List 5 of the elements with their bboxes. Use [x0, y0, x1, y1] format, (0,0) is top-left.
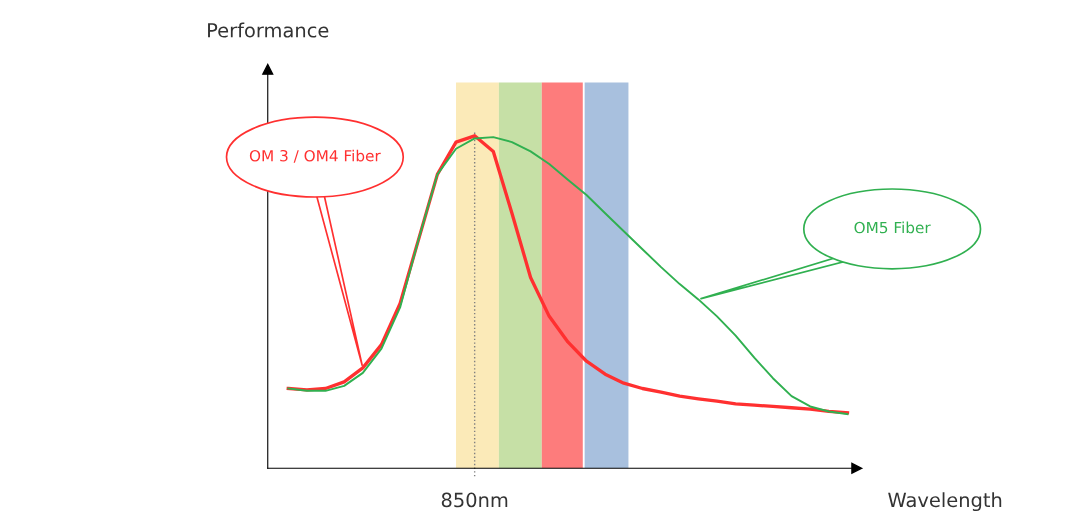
x-axis-title: Wavelength [888, 492, 1002, 512]
text: OM5 Fiber [854, 221, 931, 234]
text: OM 3 / OM4 Fiber [249, 149, 381, 163]
text: 850nm [441, 492, 508, 508]
text: Performance [208, 22, 329, 38]
